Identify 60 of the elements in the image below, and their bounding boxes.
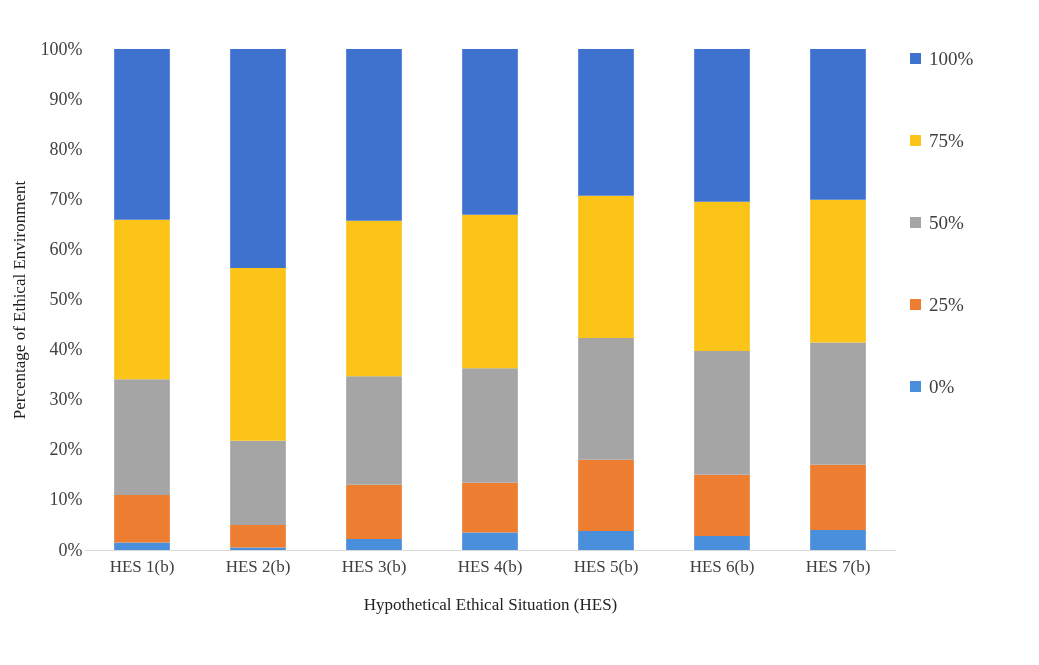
y-tick-label: 80% [49, 138, 83, 159]
legend-label: 100% [929, 47, 974, 69]
bar [462, 482, 518, 533]
y-tick-label: 70% [49, 188, 83, 209]
bar [230, 547, 286, 550]
x-tick-label: HES 3(b) [341, 556, 407, 576]
bar [346, 538, 402, 550]
bar [462, 49, 518, 215]
bar [578, 195, 634, 339]
bar [346, 49, 402, 221]
bar [694, 474, 750, 536]
bar [810, 49, 866, 200]
x-tick-label: HES 6(b) [689, 556, 755, 576]
legend-label: 50% [929, 211, 964, 233]
bar [230, 49, 286, 268]
bar [230, 524, 286, 548]
y-tick-label: 30% [49, 389, 83, 410]
bar [230, 440, 286, 525]
x-tick-label: HES 4(b) [457, 556, 523, 576]
bar [114, 219, 170, 380]
bar [114, 49, 170, 220]
x-axis-title: Hypothetical Ethical Situation (HES) [363, 594, 618, 614]
bar [230, 267, 286, 441]
y-tick-label: 100% [40, 38, 83, 59]
bar [810, 464, 866, 530]
bar [114, 542, 170, 550]
x-tick-label: HES 7(b) [805, 556, 871, 576]
y-tick-label: 90% [49, 88, 83, 109]
y-tick-label: 60% [49, 238, 83, 259]
x-tick-label: HES 5(b) [573, 556, 639, 576]
y-tick-label: 10% [49, 489, 83, 510]
legend-label: 25% [929, 293, 964, 315]
y-axis-title: Percentage of Ethical Environment [9, 180, 29, 420]
bar [578, 530, 634, 550]
legend-label: 75% [929, 129, 964, 151]
x-tick-label: HES 1(b) [109, 556, 175, 576]
y-tick-label: 0% [58, 539, 83, 560]
bar [694, 535, 750, 550]
bar [810, 342, 866, 465]
bar [462, 532, 518, 550]
legend-label: 0% [929, 375, 955, 397]
bar [810, 199, 866, 343]
bar [810, 529, 866, 550]
bar [694, 351, 750, 475]
bar [462, 368, 518, 483]
bar [346, 376, 402, 485]
y-tick-label: 50% [49, 289, 83, 309]
bar [694, 201, 750, 352]
bar [578, 49, 634, 196]
bar [694, 49, 750, 202]
bar [346, 484, 402, 539]
bar [114, 379, 170, 495]
y-tick-label: 40% [49, 339, 83, 360]
bar [578, 338, 634, 460]
bar [578, 459, 634, 531]
x-tick-label: HES 2(b) [225, 556, 291, 576]
bar [462, 214, 518, 369]
bar [114, 494, 170, 543]
bar [346, 220, 402, 377]
y-tick-label: 20% [49, 439, 83, 460]
